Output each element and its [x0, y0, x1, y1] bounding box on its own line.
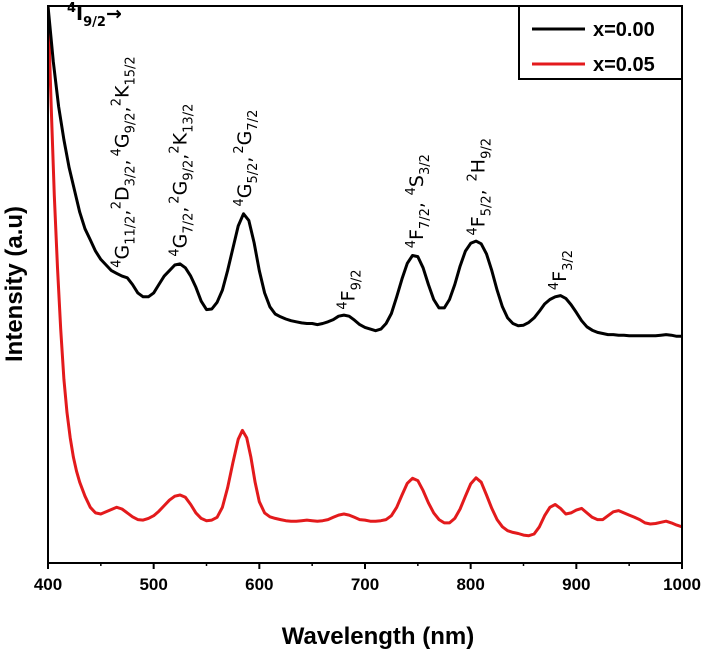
ann-2g72: 2G7/2 [232, 110, 261, 154]
legend-box [518, 5, 683, 80]
ann-4g52: 4G5/2, [232, 157, 261, 207]
x-axis: 400 500 600 700 800 900 1000 [34, 563, 701, 594]
ann-2h92: 2H9/2 [465, 138, 494, 182]
ann-4i92: 4I9/2→ [67, 1, 122, 30]
ann-4f32: 4F3/2 [547, 250, 576, 290]
ann-2d32: 2D3/2, [109, 159, 138, 209]
ann-4f92: 4F9/2 [335, 269, 364, 309]
ann-4g72: 4G7/2, [167, 207, 196, 257]
legend-label-x000: x=0.00 [593, 19, 655, 41]
x-tick-label-800: 800 [456, 575, 484, 594]
x-tick-label-500: 500 [139, 575, 167, 594]
x-tick-label-600: 600 [245, 575, 273, 594]
annotation-layer: 4I9/2→ 4G11/2,2D3/2, 4G9/2,2K15/2 4G7/2, 2G9… [67, 1, 576, 310]
ann-4g92a: 4G9/2, [109, 106, 138, 156]
y-axis-title: Intensity (a.u) [1, 206, 28, 362]
x-axis-title: Wavelength (nm) [282, 623, 474, 650]
ann-4g112: 4G11/2, [109, 210, 138, 268]
ann-4s32: 4S3/2 [404, 154, 433, 195]
x-tick-label-700: 700 [351, 575, 379, 594]
ann-2k152: 2K15/2 [109, 56, 138, 106]
ann-4f72: 4F7/2, [404, 202, 433, 248]
ann-2g92: 2G9/2, [167, 154, 196, 204]
x-tick-label-1000: 1000 [663, 575, 701, 594]
ann-4f52: 4F5/2, [465, 189, 494, 235]
legend: x=0.00 x=0.05 [518, 5, 683, 80]
ann-2k132: 2K13/2 [167, 104, 196, 154]
x-tick-label-400: 400 [34, 575, 62, 594]
legend-label-x005: x=0.05 [593, 54, 655, 76]
series-line-x005 [48, 6, 682, 538]
series-line-x000 [48, 6, 682, 338]
x-tick-label-900: 900 [562, 575, 590, 594]
series-layer [48, 6, 682, 538]
